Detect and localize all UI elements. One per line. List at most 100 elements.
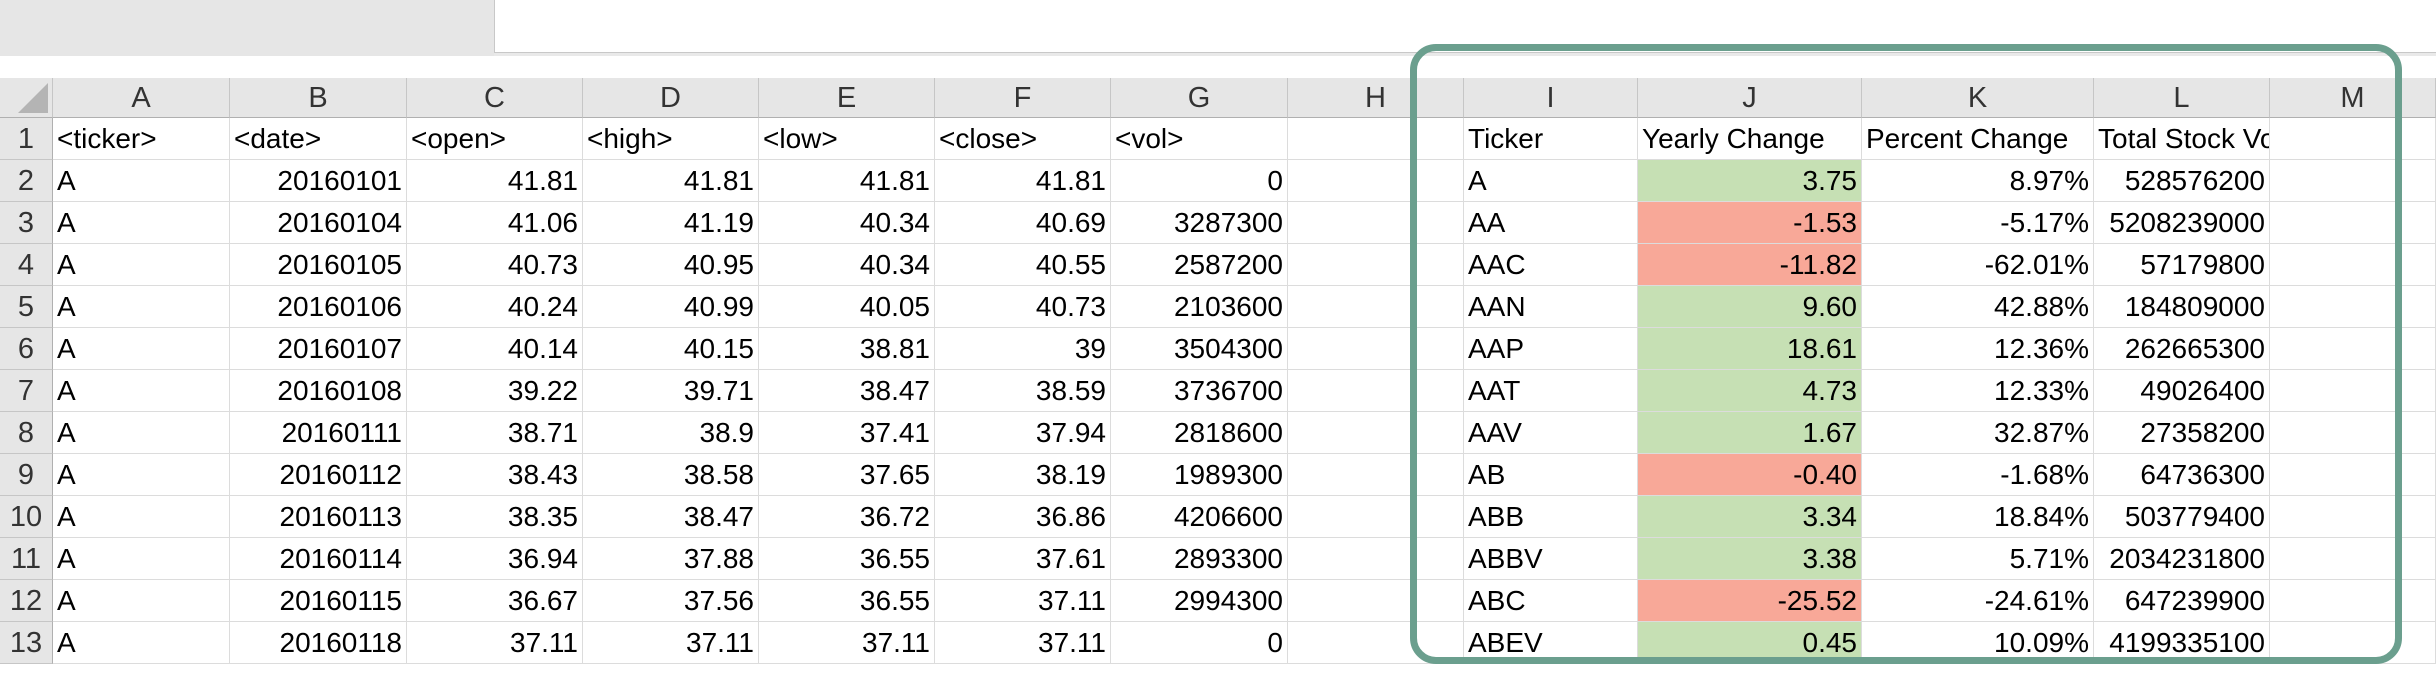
column-header-f[interactable]: F xyxy=(935,78,1111,118)
cell-b4[interactable]: 20160105 xyxy=(230,244,407,286)
cell-m5[interactable] xyxy=(2270,286,2436,328)
cell-f1[interactable]: <close> xyxy=(935,118,1111,160)
cell-k4[interactable]: -62.01% xyxy=(1862,244,2094,286)
cell-g6[interactable]: 3504300 xyxy=(1111,328,1288,370)
row-header-5[interactable]: 5 xyxy=(0,286,53,328)
cell-c10[interactable]: 38.35 xyxy=(407,496,583,538)
column-header-e[interactable]: E xyxy=(759,78,935,118)
cell-k8[interactable]: 32.87% xyxy=(1862,412,2094,454)
cell-e2[interactable]: 41.81 xyxy=(759,160,935,202)
cell-a5[interactable]: A xyxy=(53,286,230,328)
formula-bar[interactable] xyxy=(494,0,2436,53)
cell-l2[interactable]: 528576200 xyxy=(2094,160,2270,202)
cell-f12[interactable]: 37.11 xyxy=(935,580,1111,622)
row-header-12[interactable]: 12 xyxy=(0,580,53,622)
column-header-l[interactable]: L xyxy=(2094,78,2270,118)
cell-i9[interactable]: AB xyxy=(1464,454,1638,496)
cell-c9[interactable]: 38.43 xyxy=(407,454,583,496)
cell-h9[interactable] xyxy=(1288,454,1464,496)
cell-m6[interactable] xyxy=(2270,328,2436,370)
cell-a4[interactable]: A xyxy=(53,244,230,286)
cell-d7[interactable]: 39.71 xyxy=(583,370,759,412)
cell-f4[interactable]: 40.55 xyxy=(935,244,1111,286)
cell-g12[interactable]: 2994300 xyxy=(1111,580,1288,622)
cell-g1[interactable]: <vol> xyxy=(1111,118,1288,160)
cell-b8[interactable]: 20160111 xyxy=(230,412,407,454)
cell-e6[interactable]: 38.81 xyxy=(759,328,935,370)
cell-j7[interactable]: 4.73 xyxy=(1638,370,1862,412)
cell-i3[interactable]: AA xyxy=(1464,202,1638,244)
cell-a9[interactable]: A xyxy=(53,454,230,496)
column-header-d[interactable]: D xyxy=(583,78,759,118)
cell-f9[interactable]: 38.19 xyxy=(935,454,1111,496)
cell-e12[interactable]: 36.55 xyxy=(759,580,935,622)
cell-g3[interactable]: 3287300 xyxy=(1111,202,1288,244)
cell-h6[interactable] xyxy=(1288,328,1464,370)
cell-e10[interactable]: 36.72 xyxy=(759,496,935,538)
cell-a6[interactable]: A xyxy=(53,328,230,370)
cell-j9[interactable]: -0.40 xyxy=(1638,454,1862,496)
cell-a7[interactable]: A xyxy=(53,370,230,412)
cell-k12[interactable]: -24.61% xyxy=(1862,580,2094,622)
cell-d5[interactable]: 40.99 xyxy=(583,286,759,328)
cell-l13[interactable]: 4199335100 xyxy=(2094,622,2270,664)
cell-b13[interactable]: 20160118 xyxy=(230,622,407,664)
column-header-g[interactable]: G xyxy=(1111,78,1288,118)
cell-l6[interactable]: 262665300 xyxy=(2094,328,2270,370)
cell-b11[interactable]: 20160114 xyxy=(230,538,407,580)
column-header-m[interactable]: M xyxy=(2270,78,2436,118)
cell-b7[interactable]: 20160108 xyxy=(230,370,407,412)
cell-b3[interactable]: 20160104 xyxy=(230,202,407,244)
cell-d2[interactable]: 41.81 xyxy=(583,160,759,202)
cell-g5[interactable]: 2103600 xyxy=(1111,286,1288,328)
cell-g7[interactable]: 3736700 xyxy=(1111,370,1288,412)
cell-i7[interactable]: AAT xyxy=(1464,370,1638,412)
cell-b2[interactable]: 20160101 xyxy=(230,160,407,202)
column-header-j[interactable]: J xyxy=(1638,78,1862,118)
cell-e13[interactable]: 37.11 xyxy=(759,622,935,664)
row-header-11[interactable]: 11 xyxy=(0,538,53,580)
cell-k6[interactable]: 12.36% xyxy=(1862,328,2094,370)
cell-c2[interactable]: 41.81 xyxy=(407,160,583,202)
cell-d12[interactable]: 37.56 xyxy=(583,580,759,622)
cell-j3[interactable]: -1.53 xyxy=(1638,202,1862,244)
row-header-13[interactable]: 13 xyxy=(0,622,53,664)
cell-k13[interactable]: 10.09% xyxy=(1862,622,2094,664)
cell-i1[interactable]: Ticker xyxy=(1464,118,1638,160)
cell-l3[interactable]: 5208239000 xyxy=(2094,202,2270,244)
cell-i11[interactable]: ABBV xyxy=(1464,538,1638,580)
cell-h10[interactable] xyxy=(1288,496,1464,538)
cell-l12[interactable]: 647239900 xyxy=(2094,580,2270,622)
cell-g2[interactable]: 0 xyxy=(1111,160,1288,202)
cell-f5[interactable]: 40.73 xyxy=(935,286,1111,328)
row-header-2[interactable]: 2 xyxy=(0,160,53,202)
cell-h8[interactable] xyxy=(1288,412,1464,454)
cell-d6[interactable]: 40.15 xyxy=(583,328,759,370)
cell-i13[interactable]: ABEV xyxy=(1464,622,1638,664)
cell-h12[interactable] xyxy=(1288,580,1464,622)
cell-a2[interactable]: A xyxy=(53,160,230,202)
cell-m2[interactable] xyxy=(2270,160,2436,202)
cell-a12[interactable]: A xyxy=(53,580,230,622)
cell-g9[interactable]: 1989300 xyxy=(1111,454,1288,496)
row-header-7[interactable]: 7 xyxy=(0,370,53,412)
cell-b9[interactable]: 20160112 xyxy=(230,454,407,496)
cell-g4[interactable]: 2587200 xyxy=(1111,244,1288,286)
row-header-9[interactable]: 9 xyxy=(0,454,53,496)
cell-f2[interactable]: 41.81 xyxy=(935,160,1111,202)
cell-m13[interactable] xyxy=(2270,622,2436,664)
cell-m10[interactable] xyxy=(2270,496,2436,538)
cell-h5[interactable] xyxy=(1288,286,1464,328)
cell-j4[interactable]: -11.82 xyxy=(1638,244,1862,286)
cell-m1[interactable] xyxy=(2270,118,2436,160)
cell-h13[interactable] xyxy=(1288,622,1464,664)
cell-h3[interactable] xyxy=(1288,202,1464,244)
cell-c11[interactable]: 36.94 xyxy=(407,538,583,580)
cell-a11[interactable]: A xyxy=(53,538,230,580)
cell-k1[interactable]: Percent Change xyxy=(1862,118,2094,160)
cell-l8[interactable]: 27358200 xyxy=(2094,412,2270,454)
cell-d4[interactable]: 40.95 xyxy=(583,244,759,286)
cell-h7[interactable] xyxy=(1288,370,1464,412)
row-header-4[interactable]: 4 xyxy=(0,244,53,286)
cell-d8[interactable]: 38.9 xyxy=(583,412,759,454)
